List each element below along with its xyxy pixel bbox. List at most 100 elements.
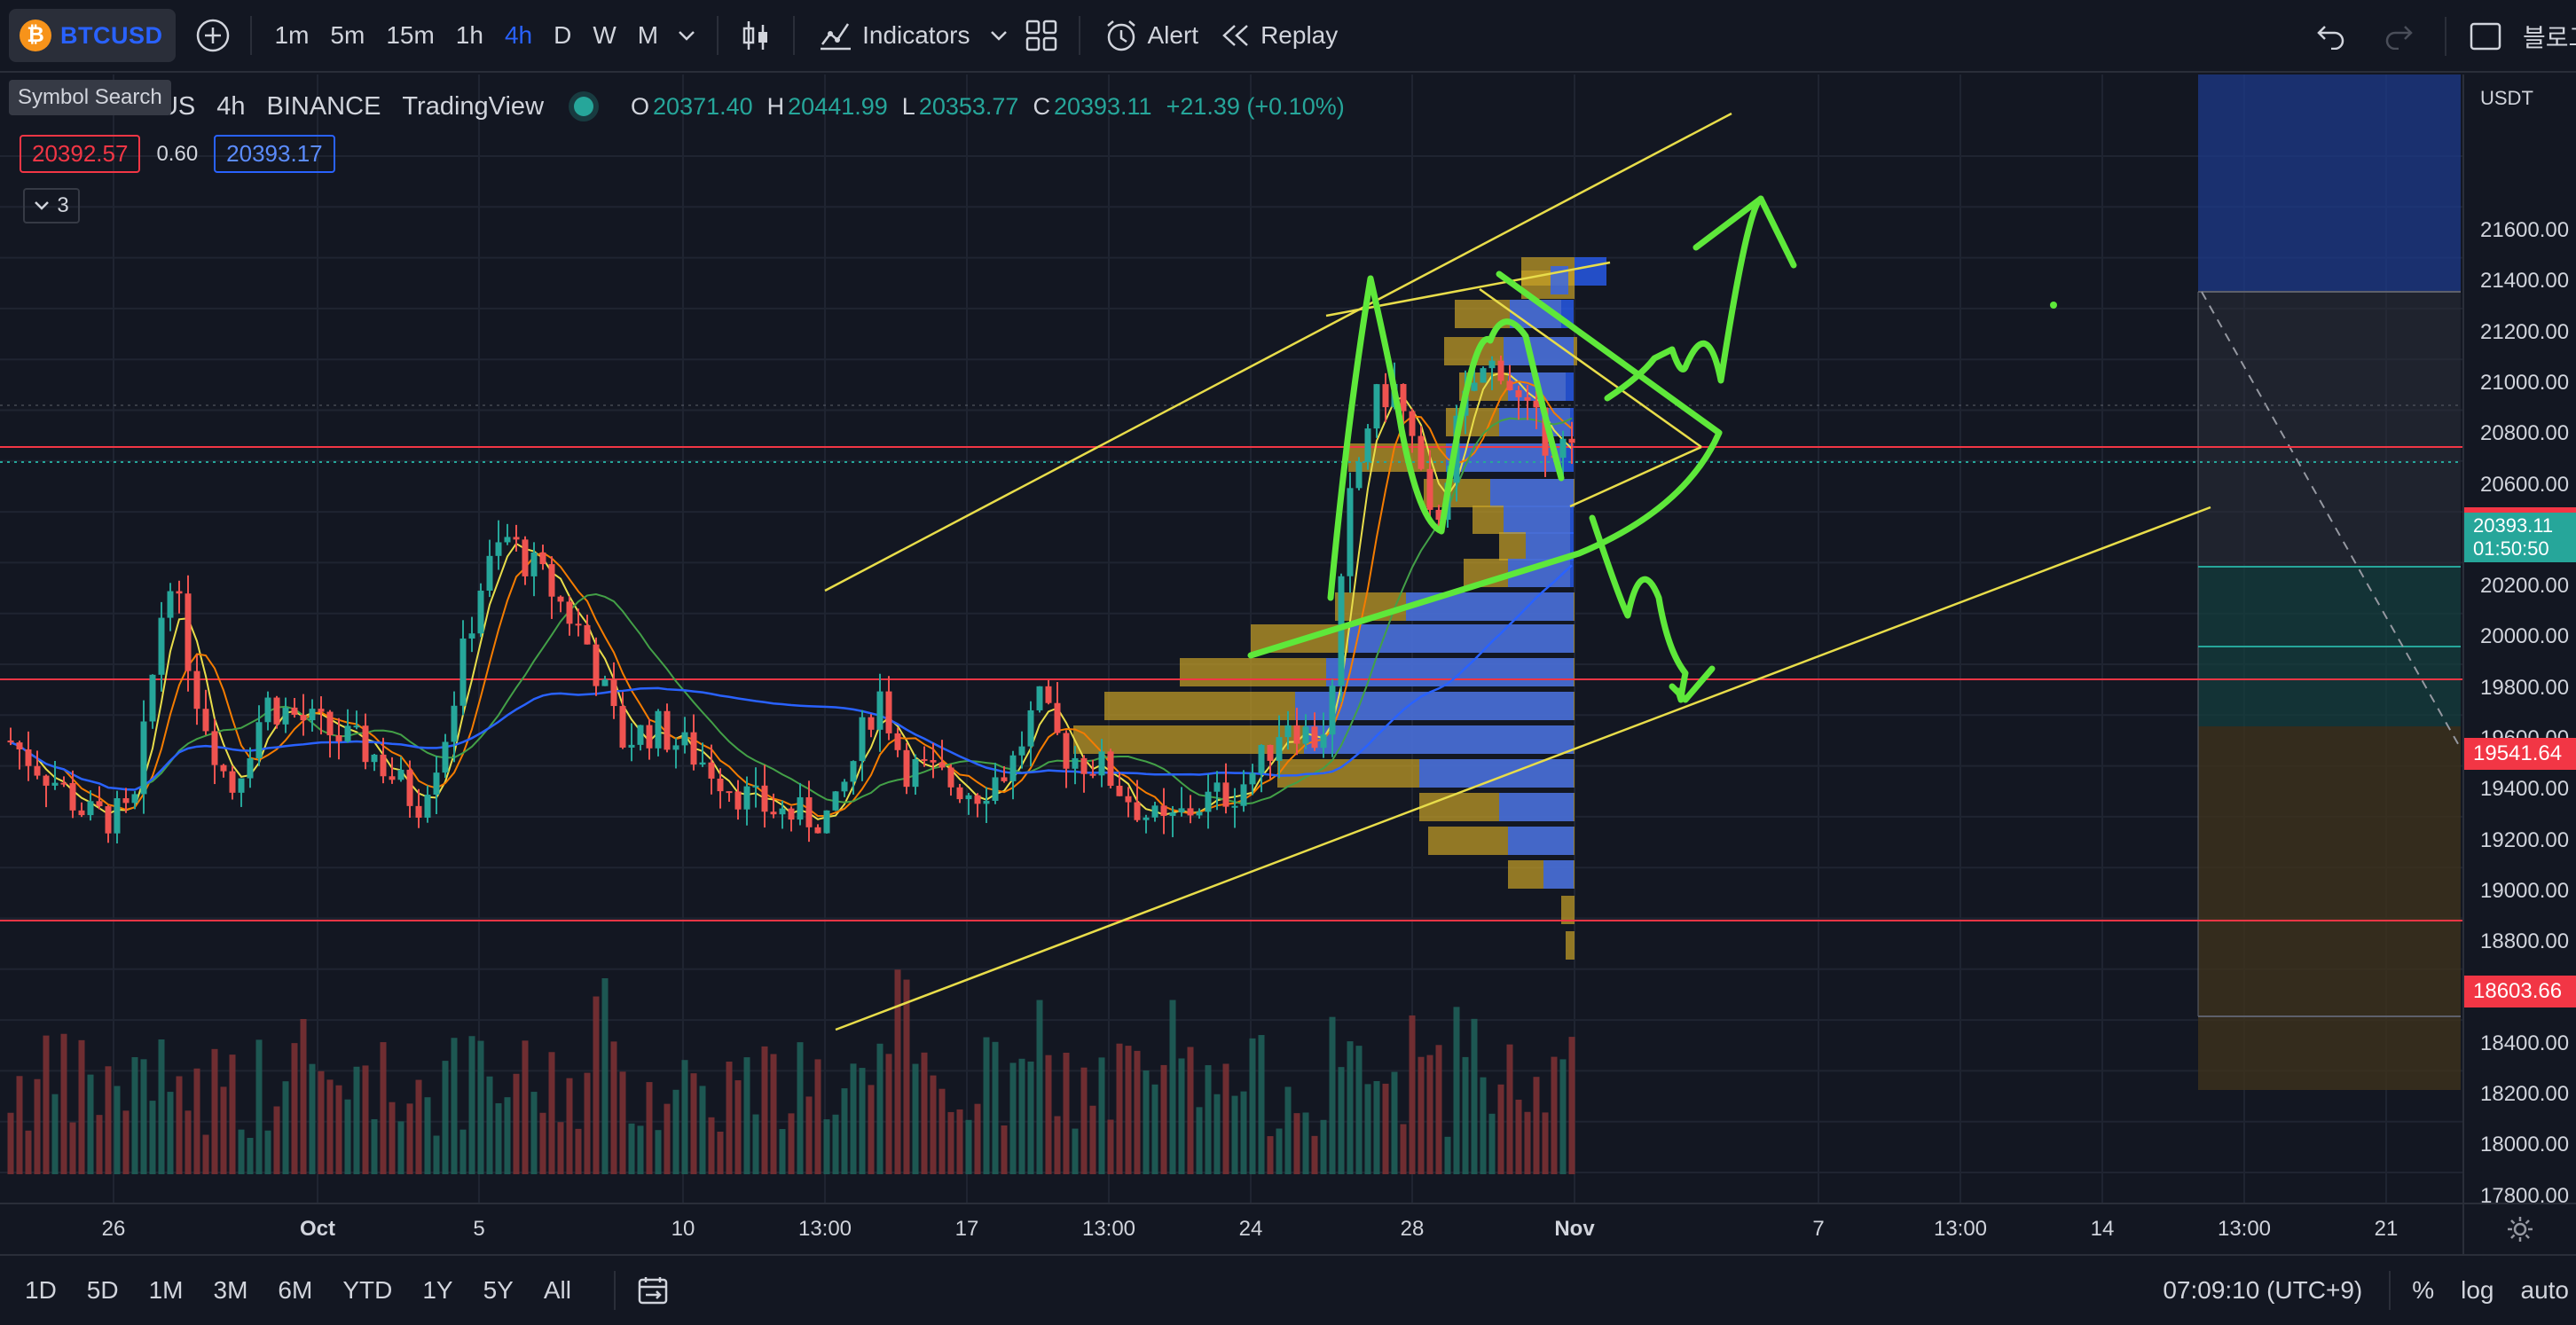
symbol-search-button[interactable]: ₿ BTCUSD <box>9 9 176 62</box>
legend-source: TradingView <box>402 91 545 121</box>
volume-bar <box>176 1076 183 1174</box>
volume-bar <box>185 1110 192 1174</box>
auto-scale-toggle[interactable]: auto <box>2520 1276 2570 1304</box>
interval-dropdown[interactable] <box>669 9 704 62</box>
candle-body <box>1542 407 1549 456</box>
time-tick-label: 10 <box>671 1217 695 1241</box>
volume-bar <box>628 1123 635 1174</box>
candle-body <box>699 762 706 765</box>
candle-body <box>1089 773 1096 776</box>
price-chart[interactable] <box>0 74 2462 1203</box>
log-scale-toggle[interactable]: log <box>2461 1276 2494 1304</box>
volume-bar <box>25 1130 32 1174</box>
volume-bar <box>193 1068 200 1174</box>
range-5d[interactable]: 5D <box>86 1276 119 1304</box>
percent-scale-toggle[interactable]: % <box>2412 1276 2435 1304</box>
volume-bar <box>1231 1095 1238 1174</box>
candle-body <box>956 787 963 800</box>
candle-body <box>1293 725 1300 744</box>
price-axis[interactable]: USDT 21600.00 21400.00 21200.00 21000.00 208… <box>2462 74 2576 1258</box>
buy-price-button[interactable]: 20393.17 <box>214 135 335 173</box>
volume-bar <box>814 1059 821 1174</box>
volume-bar <box>1045 1055 1052 1174</box>
alert-button[interactable]: Alert <box>1093 9 1210 62</box>
volume-bar <box>868 1085 875 1174</box>
indicators-icon <box>821 23 852 51</box>
redo-button[interactable] <box>2365 10 2432 63</box>
volume-bar <box>1302 1112 1309 1174</box>
indicators-collapse-toggle[interactable]: 3 <box>23 188 80 223</box>
volume-bar <box>1506 1044 1513 1174</box>
goto-date-button[interactable] <box>628 1264 678 1317</box>
candle-body <box>1205 791 1212 812</box>
interval-M[interactable]: M <box>637 21 659 49</box>
time-tick-label: Oct <box>299 1217 336 1241</box>
volume-bar <box>380 1042 387 1174</box>
candle-body <box>1143 817 1150 820</box>
level-price-tag[interactable]: 19541.64 <box>2464 737 2576 770</box>
range-ytd[interactable]: YTD <box>342 1276 393 1304</box>
candle-body <box>939 762 946 768</box>
candle-body <box>1364 428 1371 463</box>
compare-symbol-button[interactable] <box>188 9 238 62</box>
volume-bar <box>1125 1046 1132 1174</box>
candle-body <box>1258 744 1265 773</box>
indicators-button[interactable]: Indicators <box>807 9 980 62</box>
volume-bar <box>397 1121 404 1174</box>
undo-button[interactable] <box>2297 10 2365 63</box>
chart-settings-button[interactable] <box>2462 1203 2576 1254</box>
interval-D[interactable]: D <box>554 21 572 49</box>
volume-bar <box>752 1114 759 1174</box>
interval-15m[interactable]: 15m <box>386 21 435 49</box>
candle-body <box>1506 380 1513 391</box>
candle-body <box>433 772 440 796</box>
range-3m[interactable]: 3M <box>213 1276 248 1304</box>
clock-timezone[interactable]: 07:09:10 (UTC+9) <box>2163 1276 2363 1304</box>
volume-bar <box>1480 1077 1487 1174</box>
fullscreen-button[interactable] <box>2459 10 2512 63</box>
chart-pane[interactable] <box>0 74 2576 1254</box>
interval-1m[interactable]: 1m <box>274 21 310 49</box>
replay-button[interactable]: Replay <box>1209 9 1348 62</box>
chart-type-button[interactable] <box>731 9 781 62</box>
interval-5m[interactable]: 5m <box>330 21 365 49</box>
interval-1h[interactable]: 1h <box>455 21 483 49</box>
range-5y[interactable]: 5Y <box>483 1276 514 1304</box>
volume-bar <box>442 1061 449 1174</box>
currency-label[interactable]: USDT <box>2480 87 2533 109</box>
volume-bar <box>415 1079 422 1174</box>
range-1m[interactable]: 1M <box>148 1276 184 1304</box>
volume-bar <box>672 1089 679 1174</box>
time-axis[interactable]: 26 Oct 5 10 13:00 17 13:00 24 28 Nov 7 13:00 14 13:00… <box>0 1203 2462 1254</box>
interval-W[interactable]: W <box>593 21 617 49</box>
range-all[interactable]: All <box>543 1276 571 1304</box>
blog-link[interactable]: 블로그 <box>2512 10 2576 63</box>
candle-body <box>273 697 280 725</box>
toolbar-divider <box>717 16 719 55</box>
candle-body <box>770 811 777 815</box>
volume-bar <box>318 1070 325 1174</box>
range-1y[interactable]: 1Y <box>422 1276 453 1304</box>
range-1d[interactable]: 1D <box>25 1276 57 1304</box>
bullish-projection-arrow <box>1604 195 1764 402</box>
range-6m[interactable]: 6M <box>278 1276 313 1304</box>
candle-body <box>1018 746 1025 756</box>
sell-price-button[interactable]: 20392.57 <box>20 135 141 173</box>
volume-bar <box>1515 1099 1522 1174</box>
candle-body <box>814 827 821 834</box>
interval-4h[interactable]: 4h <box>504 21 533 49</box>
candle-body <box>442 741 449 773</box>
layout-button[interactable] <box>1017 9 1066 62</box>
price-tick-label: 19000.00 <box>2480 878 2570 903</box>
level-price-tag[interactable]: 18603.66 <box>2464 976 2576 1008</box>
candle-body <box>176 591 183 594</box>
volume-bar <box>477 1040 484 1174</box>
volume-bar <box>619 1071 626 1174</box>
volume-bar <box>459 1129 467 1174</box>
indicators-dropdown[interactable] <box>981 9 1017 62</box>
wedge-upper-line <box>1479 287 1702 449</box>
time-tick-label: 21 <box>2374 1217 2399 1241</box>
candle-body <box>60 782 67 785</box>
candle-body <box>211 731 218 765</box>
candle-body <box>78 810 85 816</box>
